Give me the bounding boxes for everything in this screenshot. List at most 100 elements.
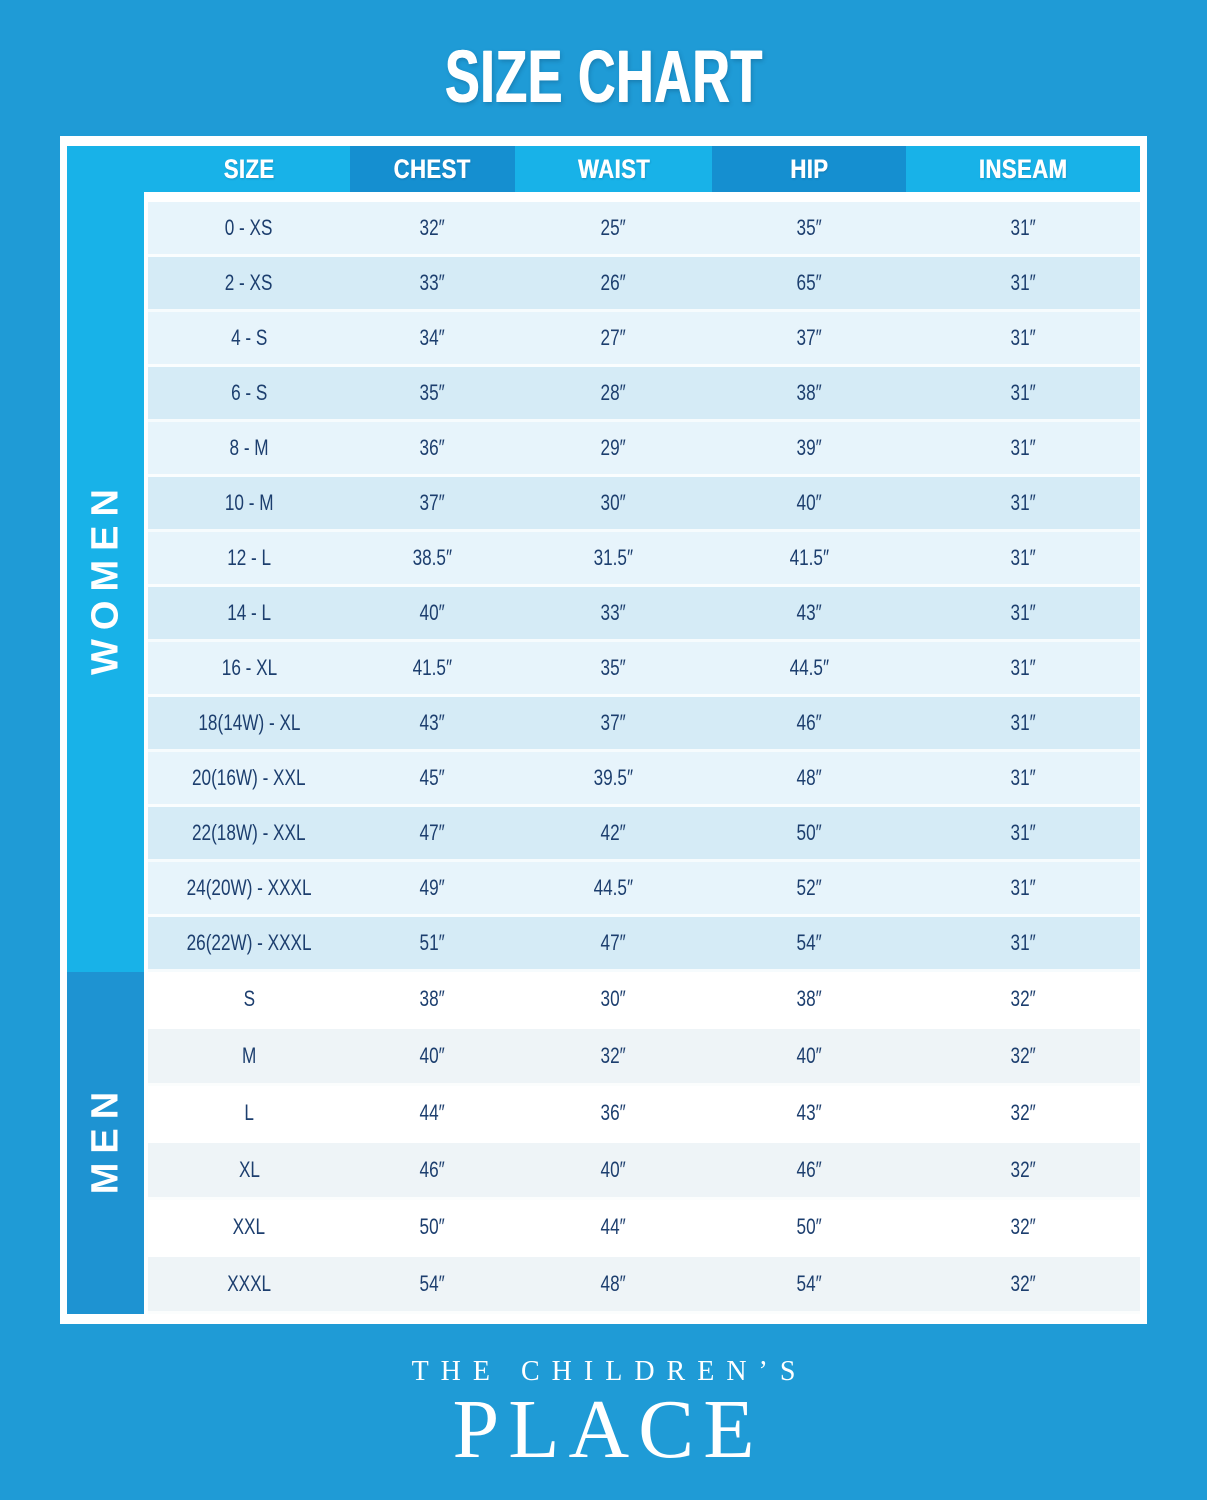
cell-text: 40″ — [419, 1043, 446, 1068]
cell-text: 43″ — [796, 1100, 822, 1125]
cell-text: 36″ — [419, 435, 446, 460]
row-size-label: 12 - L — [148, 545, 350, 571]
cell-text: 43″ — [796, 600, 822, 625]
row-value: 45″ — [350, 765, 515, 791]
column-header-size-text: SIZE — [223, 153, 275, 184]
row-size-label: 22(18W) - XXL — [148, 820, 350, 846]
cell-text: 28″ — [600, 380, 627, 405]
cell-text: 26(22W) - XXXL — [186, 930, 312, 955]
cell-text: 32″ — [1010, 1043, 1036, 1068]
cell-text: 2 - XS — [225, 270, 273, 295]
cell-text: 34″ — [419, 325, 446, 350]
brand-name-main: PLACE — [452, 1383, 764, 1476]
cell-text: 40″ — [796, 490, 822, 515]
row-value: 31″ — [906, 490, 1140, 516]
row-value: 41.5″ — [350, 655, 515, 681]
row-size-label: 4 - S — [148, 325, 350, 351]
row-value: 48″ — [515, 1271, 712, 1297]
cell-text: 44.5″ — [789, 655, 829, 680]
cell-text: 31″ — [1010, 545, 1036, 570]
cell-text: 41.5″ — [412, 655, 453, 680]
row-value: 40″ — [712, 490, 906, 516]
table-body-rows: 0 - XS 32″ 25″ 35″ 31″ 2 - XS 33″ 26″ 65″ 31″ 4 - … — [148, 192, 1140, 1314]
size-table: SIZE CHEST WAIST HIP INSEAM WOMEN MEN — [60, 136, 1147, 1324]
row-size-label: L — [148, 1100, 350, 1126]
table-row: 2 - XS 33″ 26″ 65″ 31″ — [148, 257, 1140, 312]
cell-text: 35″ — [600, 655, 627, 680]
cell-text: 31″ — [1010, 380, 1036, 405]
cell-text: 22(18W) - XXL — [192, 820, 306, 845]
row-value: 47″ — [350, 820, 515, 846]
table-row: 20(16W) - XXL 45″ 39.5″ 48″ 31″ — [148, 752, 1140, 807]
column-header-waist: WAIST — [515, 146, 712, 192]
row-value: 34″ — [350, 325, 515, 351]
row-value: 50″ — [712, 1214, 906, 1240]
cell-text: 31″ — [1010, 435, 1036, 460]
row-value: 40″ — [350, 1043, 515, 1069]
row-size-label: 16 - XL — [148, 655, 350, 681]
row-value: 35″ — [350, 380, 515, 406]
cell-text: 31″ — [1010, 820, 1036, 845]
row-value: 40″ — [515, 1157, 712, 1183]
row-value: 28″ — [515, 380, 712, 406]
row-value: 35″ — [712, 215, 906, 241]
table-row: 0 - XS 32″ 25″ 35″ 31″ — [148, 202, 1140, 257]
cell-text: 45″ — [419, 765, 446, 790]
cell-text: 32″ — [1010, 1214, 1036, 1239]
cell-text: 54″ — [796, 930, 822, 955]
cell-text: 32″ — [1010, 1100, 1036, 1125]
cell-text: 50″ — [796, 820, 822, 845]
cell-text: 12 - L — [227, 545, 271, 570]
column-header-chest: CHEST — [350, 146, 515, 192]
row-value: 44.5″ — [515, 875, 712, 901]
cell-text: 65″ — [796, 270, 822, 295]
row-size-label: S — [148, 986, 350, 1012]
cell-text: XL — [238, 1157, 260, 1182]
row-value: 32″ — [906, 1214, 1140, 1240]
cell-text: 40″ — [600, 1157, 627, 1182]
row-value: 39″ — [712, 435, 906, 461]
cell-text: 39.5″ — [593, 765, 634, 790]
row-value: 54″ — [712, 1271, 906, 1297]
row-value: 31.5″ — [515, 545, 712, 571]
cell-text: 31″ — [1010, 325, 1036, 350]
cell-text: 31″ — [1010, 270, 1036, 295]
row-value: 30″ — [515, 490, 712, 516]
row-value: 31″ — [906, 270, 1140, 296]
cell-text: 32″ — [419, 215, 446, 240]
row-value: 31″ — [906, 655, 1140, 681]
row-value: 44″ — [515, 1214, 712, 1240]
table-row: 12 - L 38.5″ 31.5″ 41.5″ 31″ — [148, 532, 1140, 587]
cell-text: 36″ — [600, 1100, 627, 1125]
cell-text: 40″ — [419, 600, 446, 625]
cell-text: 31″ — [1010, 765, 1036, 790]
column-header-chest-text: CHEST — [393, 153, 472, 184]
row-value: 38.5″ — [350, 545, 515, 571]
table-row: XXL 50″ 44″ 50″ 32″ — [148, 1200, 1140, 1257]
cell-text: 35″ — [796, 215, 822, 240]
cell-text: 30″ — [600, 986, 627, 1011]
row-value: 38″ — [712, 986, 906, 1012]
cell-text: 54″ — [796, 1271, 822, 1296]
cell-text: XXXL — [227, 1271, 271, 1296]
row-value: 46″ — [712, 710, 906, 736]
cell-text: 4 - S — [230, 325, 268, 350]
row-size-label: XL — [148, 1157, 350, 1183]
cell-text: 27″ — [600, 325, 627, 350]
row-value: 32″ — [906, 986, 1140, 1012]
row-value: 43″ — [712, 1100, 906, 1126]
row-size-label: 18(14W) - XL — [148, 710, 350, 736]
row-value: 32″ — [906, 1271, 1140, 1297]
row-value: 42″ — [515, 820, 712, 846]
row-size-label: 8 - M — [148, 435, 350, 461]
cell-text: 16 - XL — [221, 655, 277, 680]
table-row: XXXL 54″ 48″ 54″ 32″ — [148, 1257, 1140, 1314]
table-row: 6 - S 35″ 28″ 38″ 31″ — [148, 367, 1140, 422]
table-row: 22(18W) - XXL 47″ 42″ 50″ 31″ — [148, 807, 1140, 862]
cell-text: 44″ — [600, 1214, 627, 1239]
table-row: XL 46″ 40″ 46″ 32″ — [148, 1143, 1140, 1200]
cell-text: 37″ — [419, 490, 446, 515]
brand-logo: THE CHILDREN’S PLACE — [0, 1356, 1207, 1472]
cell-text: 38″ — [419, 986, 446, 1011]
row-value: 50″ — [350, 1214, 515, 1240]
